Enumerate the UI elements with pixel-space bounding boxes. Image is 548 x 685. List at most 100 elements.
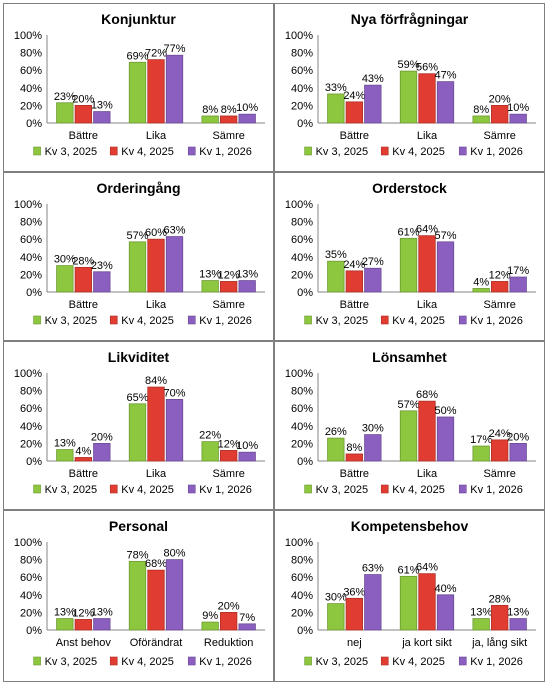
x-tick-label: Sämre [483, 299, 515, 311]
y-tick-label: 100% [285, 537, 313, 549]
data-label: 4% [75, 445, 91, 457]
bar-lika-series-2 [147, 59, 165, 124]
bar-battre-series-3 [364, 434, 382, 462]
bar-oforandrat-series-2 [147, 569, 165, 631]
y-tick-label: 80% [291, 217, 313, 229]
data-label: 13% [199, 269, 221, 281]
legend-label: Kv 1, 2026 [470, 315, 523, 327]
data-label: 8% [202, 104, 218, 116]
bar-samre-series-1 [472, 445, 490, 462]
y-tick-label: 40% [291, 252, 313, 264]
y-tick-label: 80% [20, 48, 42, 60]
bar-battre-series-1 [56, 449, 74, 462]
bar-battre-series-3 [93, 271, 111, 293]
y-tick-label: 60% [20, 403, 42, 415]
bar-lika-series-1 [128, 61, 147, 124]
y-tick-label: 0% [297, 456, 313, 468]
legend-swatch [380, 656, 389, 666]
x-tick-label: Anst behov [56, 637, 112, 649]
chart-title: Orderingång [96, 180, 180, 196]
data-label: 36% [343, 586, 365, 598]
x-tick-label: Bättre [340, 468, 369, 480]
bar-lika-series-2 [147, 386, 165, 462]
x-tick-label: Bättre [340, 299, 369, 311]
data-label: 68% [145, 558, 167, 570]
y-tick-label: 80% [20, 386, 42, 398]
x-tick-label: Oförändrat [130, 637, 183, 649]
legend-label: Kv 3, 2025 [45, 315, 98, 327]
y-tick-label: 100% [285, 368, 313, 380]
data-label: 69% [126, 50, 148, 62]
data-label: 17% [507, 265, 529, 277]
legend-swatch [458, 315, 467, 325]
legend-swatch [304, 656, 312, 666]
data-label: 70% [163, 387, 185, 399]
legend-label: Kv 4, 2025 [392, 656, 445, 668]
bar-samre-series-1 [201, 441, 219, 462]
chart-svg: Likviditet0%20%40%60%80%100%13%4%20%Bätt… [14, 349, 265, 496]
x-tick-label: Lika [146, 299, 167, 311]
data-label: 13% [54, 438, 76, 450]
data-label: 13% [91, 100, 113, 112]
legend-label: Kv 4, 2025 [121, 656, 174, 668]
bar-anst-behov-series-2 [74, 619, 92, 631]
bar-ja-lang-sikt-series-3 [509, 618, 527, 631]
bar-battre-series-1 [56, 102, 74, 124]
y-tick-label: 0% [26, 456, 42, 468]
bar-nej-series-1 [327, 603, 345, 631]
y-tick-label: 20% [20, 438, 42, 450]
legend-label: Kv 4, 2025 [121, 315, 174, 327]
data-label: 57% [434, 230, 456, 242]
data-label: 59% [397, 59, 419, 71]
chart-svg: Orderstock 0% 20% 40% 60% 80% 100% 35%24%27% Bät… [285, 180, 536, 327]
bar-lika-series-1 [128, 241, 147, 293]
data-label: 23% [91, 260, 113, 272]
x-tick-label: ja, lång sikt [471, 637, 527, 649]
data-label: 13% [470, 607, 492, 619]
bar-reduktion-series-2 [220, 612, 238, 631]
bar-battre-series-2 [345, 453, 363, 462]
chart-svg: Nya förfrågningar 0% 20% 40% 60% 80% 100% 33%24… [285, 11, 536, 158]
bar-battre-series-2 [345, 270, 363, 293]
bar-samre-series-2 [220, 115, 238, 124]
y-tick-label: 60% [291, 65, 313, 77]
bar-reduktion-series-1 [201, 621, 219, 631]
bar-samre-series-3 [509, 276, 527, 293]
y-tick-label: 20% [291, 269, 313, 281]
data-label: 24% [489, 428, 511, 440]
y-tick-label: 20% [20, 100, 42, 112]
data-label: 40% [434, 583, 456, 595]
data-label: 28% [72, 255, 94, 267]
data-label: 72% [145, 48, 167, 60]
y-tick-label: 60% [20, 234, 42, 246]
bar-battre-series-1 [327, 260, 345, 293]
legend-swatch [187, 146, 196, 156]
data-label: 61% [397, 226, 419, 238]
bar-samre-series-2 [491, 281, 509, 293]
data-label: 8% [473, 104, 489, 116]
legend-swatch [380, 315, 389, 325]
chart-panel-kompetensbehov: Kompetensbehov 0% 20% 40% 60% 80% 100% 30% 36% 63… [274, 510, 545, 682]
legend-label: Kv 4, 2025 [392, 146, 445, 158]
legend-swatch [380, 484, 389, 494]
bar-oforandrat-series-1 [128, 560, 147, 631]
x-tick-label: Bättre [69, 299, 98, 311]
y-tick-label: 20% [291, 438, 313, 450]
bar-battre-series-3 [93, 443, 111, 462]
data-label: 24% [343, 259, 365, 271]
bar-samre-series-2 [491, 105, 509, 124]
bar-samre-series-3 [238, 113, 256, 124]
y-tick-label: 100% [285, 199, 313, 211]
data-label: 27% [362, 256, 384, 268]
bar-nej-series-3 [364, 574, 382, 631]
bar-lika-series-2 [418, 400, 436, 462]
data-label: 13% [236, 269, 258, 281]
data-label: 64% [416, 224, 438, 236]
bar-ja-kort-sikt-series-3 [436, 594, 455, 631]
data-label: 7% [239, 612, 255, 624]
bar-samre-series-1 [201, 280, 219, 293]
y-tick-label: 20% [291, 100, 313, 112]
chart-panel-orderingang: Orderingång 0% 20% 40% 60% 80% 100% 30% 28% 23% Bä… [3, 172, 274, 341]
bar-ja-lang-sikt-series-1 [472, 618, 490, 631]
